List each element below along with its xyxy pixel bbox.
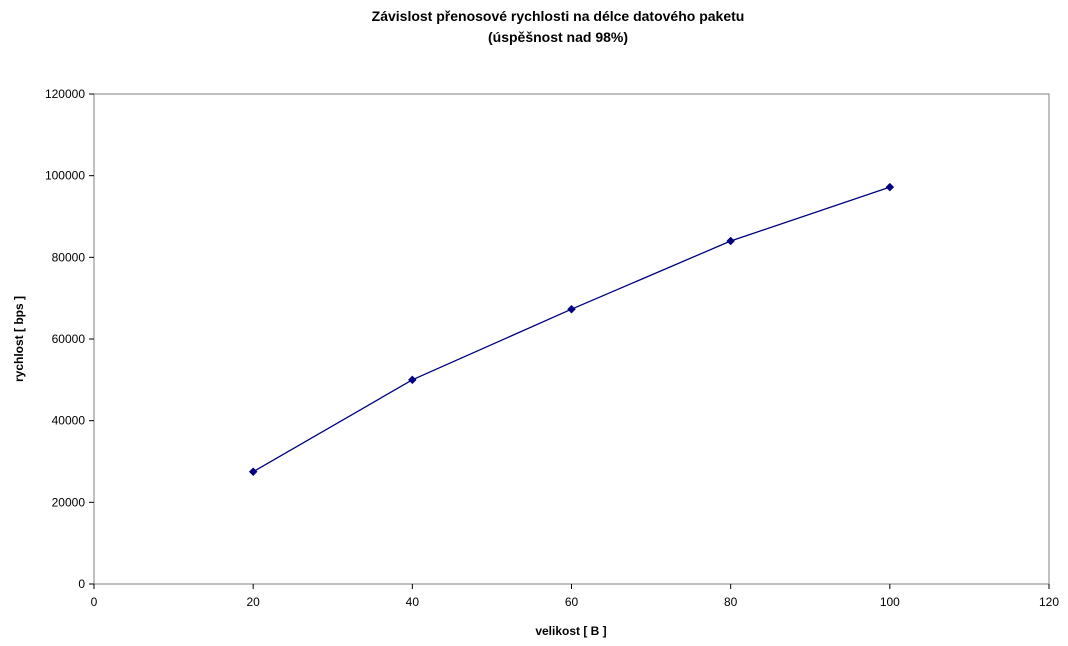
data-point	[248, 467, 258, 477]
x-axis-title: velikost [ B ]	[535, 624, 606, 638]
series-line	[252, 186, 891, 473]
y-tick-label: 80000	[52, 250, 86, 264]
y-tick-label: 100000	[45, 169, 85, 183]
data-point	[567, 304, 576, 314]
y-tick-label: 120000	[45, 87, 85, 101]
chart-title: Závislost přenosové rychlosti na délce d…	[372, 8, 745, 24]
y-axis-title: rychlost [ bps ]	[12, 296, 26, 382]
x-tick-label: 20	[246, 595, 260, 609]
y-tick-label: 0	[78, 577, 85, 591]
y-tick-label: 60000	[52, 332, 86, 346]
series-layer	[248, 182, 895, 477]
y-axis: 0 20000 40000 60000 80000 100000 120000	[45, 87, 94, 591]
x-tick-label: 0	[91, 595, 98, 609]
data-point	[885, 182, 895, 192]
plot-area	[93, 93, 1050, 585]
y-tick-label: 40000	[52, 414, 86, 428]
x-tick-label: 60	[565, 595, 579, 609]
data-point	[726, 236, 736, 246]
data-point	[407, 375, 417, 385]
y-tick-label: 20000	[52, 495, 86, 509]
chart-subtitle: (úspěšnost nad 98%)	[488, 29, 628, 45]
x-tick-label: 100	[880, 595, 900, 609]
x-tick-label: 120	[1039, 595, 1059, 609]
x-tick-label: 80	[724, 595, 738, 609]
x-axis: 0 20 40 60 80 100 120	[91, 584, 1059, 609]
x-tick-label: 40	[406, 595, 420, 609]
